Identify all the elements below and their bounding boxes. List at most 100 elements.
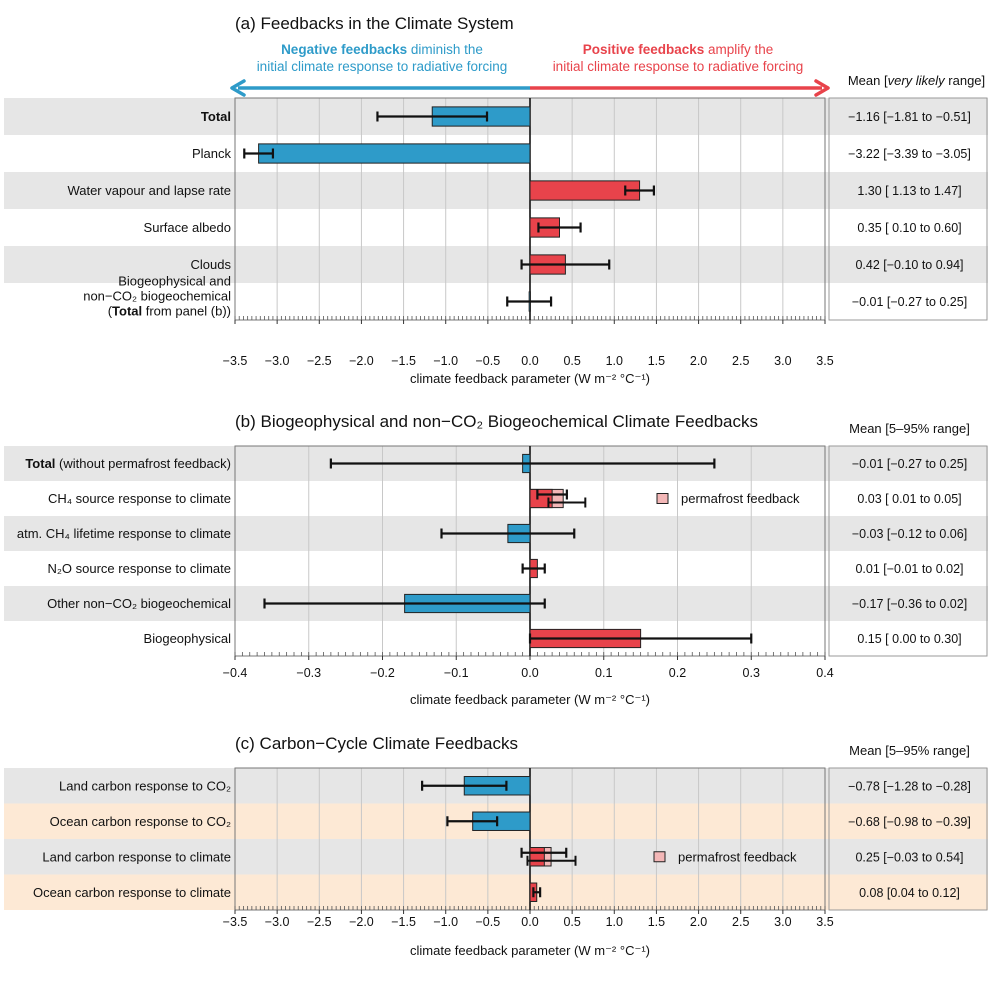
x-tick-label: 1.5 <box>648 915 665 929</box>
row-label: CH₄ source response to climate <box>48 491 231 506</box>
row-label-part: (without permafrost feedback) <box>55 456 231 471</box>
row-label: Clouds <box>191 257 232 272</box>
bar <box>529 180 641 201</box>
negative-arrowhead <box>230 79 246 97</box>
x-tick-label: −2.0 <box>349 354 374 368</box>
row-label-part: from panel (b)) <box>142 304 231 319</box>
row-label: N₂O source response to climate <box>47 561 231 576</box>
row-band <box>4 246 988 283</box>
x-tick-label: 0.0 <box>521 354 538 368</box>
x-tick-label: 0.0 <box>521 666 538 680</box>
panel-b: −0.4 −0.3 −0.2 −0.1 0.0 0.1 0.2 0.3 0.4 Total (wi… <box>4 412 988 707</box>
x-tick-label: 0.4 <box>816 666 833 680</box>
range-text: −0.68 [−0.98 to −0.39] <box>848 815 971 829</box>
panel-title: (b) Biogeophysical and non−CO₂ Biogeoche… <box>235 412 758 431</box>
row-label: Other non−CO₂ biogeochemical <box>47 596 231 611</box>
legend-swatch <box>653 851 666 863</box>
x-tick-label: −3.0 <box>265 915 290 929</box>
x-tick-label: 2.5 <box>732 915 749 929</box>
x-tick-label: 2.0 <box>690 354 707 368</box>
negative-feedback-bold: Negative feedbacks <box>281 42 407 57</box>
row-label: Total (without permafrost feedback) <box>25 456 231 471</box>
x-tick-label: −0.2 <box>370 666 395 680</box>
x-tick-label: 3.0 <box>774 354 791 368</box>
range-header: Mean [5–95% range] <box>849 743 970 758</box>
x-axis-label: climate feedback parameter (W m⁻² °C⁻¹) <box>410 943 650 958</box>
x-tick-label: 3.0 <box>774 915 791 929</box>
x-tick-label: −0.3 <box>296 666 321 680</box>
row-label: Biogeophysical <box>144 631 232 646</box>
range-text: 0.35 [ 0.10 to 0.60] <box>857 221 961 235</box>
row-label-bold: Total <box>112 304 142 319</box>
x-tick-label: −3.5 <box>223 915 248 929</box>
x-tick-label: −2.5 <box>307 354 332 368</box>
row-label: (Total from panel (b)) <box>108 304 231 319</box>
row-label: Biogeophysical and <box>118 274 231 289</box>
range-frame <box>828 97 988 321</box>
range-text: −0.01 [−0.27 to 0.25] <box>852 295 967 309</box>
row-label: Land carbon response to climate <box>42 849 231 864</box>
positive-feedback-label: Positive feedbacks amplify the <box>583 42 774 57</box>
legend-label: permafrost feedback <box>678 849 797 864</box>
row-band <box>4 874 988 910</box>
x-tick-label: −3.0 <box>265 354 290 368</box>
range-text: 0.03 [ 0.01 to 0.05] <box>857 492 961 506</box>
row-label: Surface albedo <box>144 220 231 235</box>
negative-feedback-line2: initial climate response to radiative fo… <box>257 59 508 74</box>
row-label: atm. CH₄ lifetime response to climate <box>17 526 231 541</box>
positive-feedback-rest: amplify the <box>704 42 773 57</box>
negative-feedback-rest: diminish the <box>407 42 483 57</box>
x-tick-label: 0.1 <box>595 666 612 680</box>
range-text: −0.17 [−0.36 to 0.02] <box>852 597 967 611</box>
row-label: Ocean carbon response to CO₂ <box>50 814 231 829</box>
range-text: −0.03 [−0.12 to 0.06] <box>852 527 967 541</box>
x-tick-label: −0.5 <box>476 354 501 368</box>
x-tick-label: 0.0 <box>521 915 538 929</box>
x-tick-label: 1.5 <box>648 354 665 368</box>
row-label: non−CO₂ biogeochemical <box>83 289 231 304</box>
range-text: 0.01 [−0.01 to 0.02] <box>855 562 963 576</box>
range-text: −0.01 [−0.27 to 0.25] <box>852 457 967 471</box>
x-axis-label: climate feedback parameter (W m⁻² °C⁻¹) <box>410 692 650 707</box>
bar <box>258 143 531 164</box>
row-band <box>4 839 988 875</box>
range-text: 0.25 [−0.03 to 0.54] <box>855 850 963 864</box>
range-header: Mean [5–95% range] <box>849 421 970 436</box>
row-label: Land carbon response to CO₂ <box>59 778 231 793</box>
range-text: −1.16 [−1.81 to −0.51] <box>848 110 971 124</box>
row-label: Total <box>201 109 231 124</box>
range-frame <box>828 767 988 911</box>
range-text: 0.08 [0.04 to 0.12] <box>859 886 960 900</box>
x-tick-label: 1.0 <box>606 915 623 929</box>
positive-feedback-bold: Positive feedbacks <box>583 42 705 57</box>
positive-feedback-line2: initial climate response to radiative fo… <box>553 59 804 74</box>
x-tick-label: −2.5 <box>307 915 332 929</box>
x-tick-label: 3.5 <box>816 915 833 929</box>
range-header: Mean [very likely range] <box>848 73 985 88</box>
range-text: 0.15 [ 0.00 to 0.30] <box>857 632 961 646</box>
row-label: Planck <box>192 146 232 161</box>
x-axis-label: climate feedback parameter (W m⁻² °C⁻¹) <box>410 371 650 386</box>
panel-c: −3.5 −3.0 −2.5 −2.0 −1.5 −1.0 −0.5 0.0 0.5 1.0 1.5… <box>4 734 988 958</box>
row-label: Ocean carbon response to climate <box>33 885 231 900</box>
range-frame <box>828 445 988 657</box>
bar <box>529 847 545 867</box>
x-tick-label: −0.5 <box>476 915 501 929</box>
x-tick-label: 3.5 <box>816 354 833 368</box>
row-label-bold: Total <box>25 456 55 471</box>
range-text: 1.30 [ 1.13 to 1.47] <box>857 184 961 198</box>
x-tick-label: 1.0 <box>606 354 623 368</box>
x-tick-label: −1.0 <box>433 354 458 368</box>
x-tick-label: −0.1 <box>444 666 469 680</box>
legend-label: permafrost feedback <box>681 491 800 506</box>
x-tick-label: −1.5 <box>391 915 416 929</box>
x-tick-label: 0.5 <box>563 354 580 368</box>
panel-title: (a) Feedbacks in the Climate System <box>235 14 514 33</box>
row-label-part: ( <box>108 304 113 319</box>
x-tick-label: −1.5 <box>391 354 416 368</box>
x-tick-label: −0.4 <box>223 666 248 680</box>
range-text: −0.78 [−1.28 to −0.28] <box>848 779 971 793</box>
x-tick-label: −2.0 <box>349 915 374 929</box>
row-band <box>4 172 988 209</box>
